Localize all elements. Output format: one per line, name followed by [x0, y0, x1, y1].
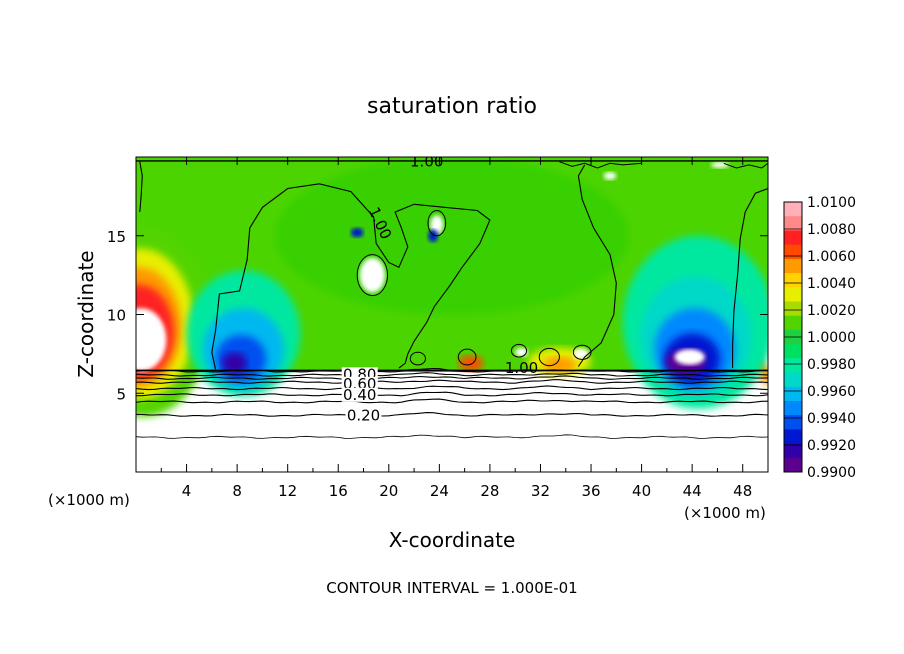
contour-0.70 [136, 375, 768, 380]
upper-green-region [275, 157, 629, 315]
left-warm-saturated-white [136, 308, 167, 372]
contour-small-loop [409, 351, 426, 366]
contour-label: 1.00 [505, 359, 538, 377]
colorbar-swatch [784, 400, 802, 416]
contour-label-bg [345, 408, 382, 423]
contour-top-wiggle-right [723, 162, 768, 169]
x-tick-label: 48 [733, 482, 752, 500]
contour-0.10 [136, 434, 768, 439]
y-axis-label: Z-coordinate [74, 250, 98, 377]
colorbar-label: 0.9900 [807, 465, 856, 481]
x-tick-label: 12 [278, 482, 297, 500]
colorbar-swatch [784, 315, 802, 331]
white-gap [711, 161, 729, 169]
blue-speck [350, 227, 364, 238]
colorbar-swatch [784, 301, 802, 317]
colorbar-swatch [784, 244, 802, 260]
colorbar-swatch [784, 287, 802, 302]
white-gap [573, 348, 589, 360]
y-tick-label: 10 [107, 307, 126, 325]
colorbar-label: 0.9980 [807, 357, 856, 373]
colorbar-swatch [784, 258, 802, 274]
contour-interval-note: CONTOUR INTERVAL = 1.000E-01 [326, 579, 577, 597]
colorbar-label: 1.0080 [807, 222, 856, 238]
cloud-base-red-speck [458, 355, 484, 372]
contour-small-loop [538, 347, 560, 367]
x-unit-label-right: (×1000 m) [684, 504, 766, 522]
colorbar-swatch [784, 216, 802, 231]
colorbar: 1.0100 1.0080 1.0060 1.0040 1.0020 1.0000 0.99… [783, 195, 856, 481]
contour-1.00-far-right [732, 187, 768, 369]
x-tick-label: 32 [531, 482, 550, 500]
contour-0.80 [136, 372, 768, 377]
contour-labels: 1.001.001.000.800.600.400.20 [341, 153, 538, 424]
contour-1.00-right-middle [577, 164, 617, 367]
contour-small-loop [572, 344, 592, 360]
contour-label: 0.20 [347, 406, 380, 424]
colorbar-label: 1.0060 [807, 249, 856, 265]
x-tick-label: 36 [581, 482, 600, 500]
contour-label: 0.40 [343, 386, 376, 404]
white-gap [359, 257, 386, 293]
x-axis: 4 8 12 16 20 24 28 32 36 40 44 48 [160, 157, 752, 500]
white-gap [603, 171, 617, 180]
x-tick-label: 16 [329, 482, 348, 500]
x-unit-label-left: (×1000 m) [48, 491, 130, 509]
colorbar-label: 0.9920 [807, 438, 856, 454]
colorbar-swatch [784, 372, 802, 388]
colorbar-swatch [784, 386, 802, 402]
colorbar-swatch [784, 358, 802, 374]
white-gap [430, 215, 444, 235]
cold-region-right-white [674, 349, 705, 365]
x-tick-label: 20 [379, 482, 398, 500]
colorbar-label: 1.0000 [807, 330, 856, 346]
contour-0.50 [136, 385, 768, 391]
x-tick-label: 24 [430, 482, 449, 500]
contour-lines [136, 160, 768, 439]
colorbar-swatch [784, 230, 802, 246]
contour-0.40 [136, 391, 768, 397]
colorbar-swatch [784, 202, 802, 217]
cloud-base-orange [543, 357, 576, 373]
cold-region-left-deep [221, 352, 248, 375]
x-tick-label: 8 [232, 482, 242, 500]
colorbar-label: 1.0020 [807, 303, 856, 319]
x-axis-label: X-coordinate [389, 528, 516, 552]
contour-label-bg [341, 387, 378, 402]
contour-small-loop [510, 343, 528, 358]
contour-small-loop [427, 210, 447, 237]
y-axis: 5 10 15 [107, 228, 768, 403]
contour-label-bg [341, 376, 378, 391]
colorbar-swatch [784, 443, 802, 459]
x-tick-label: 28 [480, 482, 499, 500]
y-tick-label: 15 [107, 228, 126, 246]
x-tick-label: 44 [683, 482, 702, 500]
contour-top-wiggle [559, 161, 642, 169]
colorbar-swatch [784, 457, 802, 473]
contour-small-loop [457, 348, 477, 366]
colorbar-swatch [784, 415, 802, 430]
colorbar-label: 0.9960 [807, 384, 856, 400]
contour-small-loop [356, 254, 389, 297]
colorbar-swatch [784, 429, 802, 445]
colorbar-swatch [784, 273, 802, 288]
colorbar-label: 1.0100 [807, 195, 856, 211]
contour-1.00-central [211, 183, 491, 370]
colorbar-label: 1.0040 [807, 276, 856, 292]
contour-0.30 [136, 398, 768, 404]
chart-title: saturation ratio [367, 94, 537, 119]
plot-area: 1.001.001.000.800.600.400.20 [136, 153, 768, 472]
colorbar-label: 0.9940 [807, 411, 856, 427]
y-tick-label: 5 [116, 385, 126, 403]
contour-0.60 [136, 379, 768, 384]
x-tick-label: 4 [182, 482, 192, 500]
contour-0.20 [136, 412, 768, 417]
x-tick-label: 40 [632, 482, 651, 500]
colorbar-swatch [784, 344, 802, 359]
contour-1.00-left [139, 161, 143, 213]
contour-label: 1.00 [410, 153, 443, 171]
